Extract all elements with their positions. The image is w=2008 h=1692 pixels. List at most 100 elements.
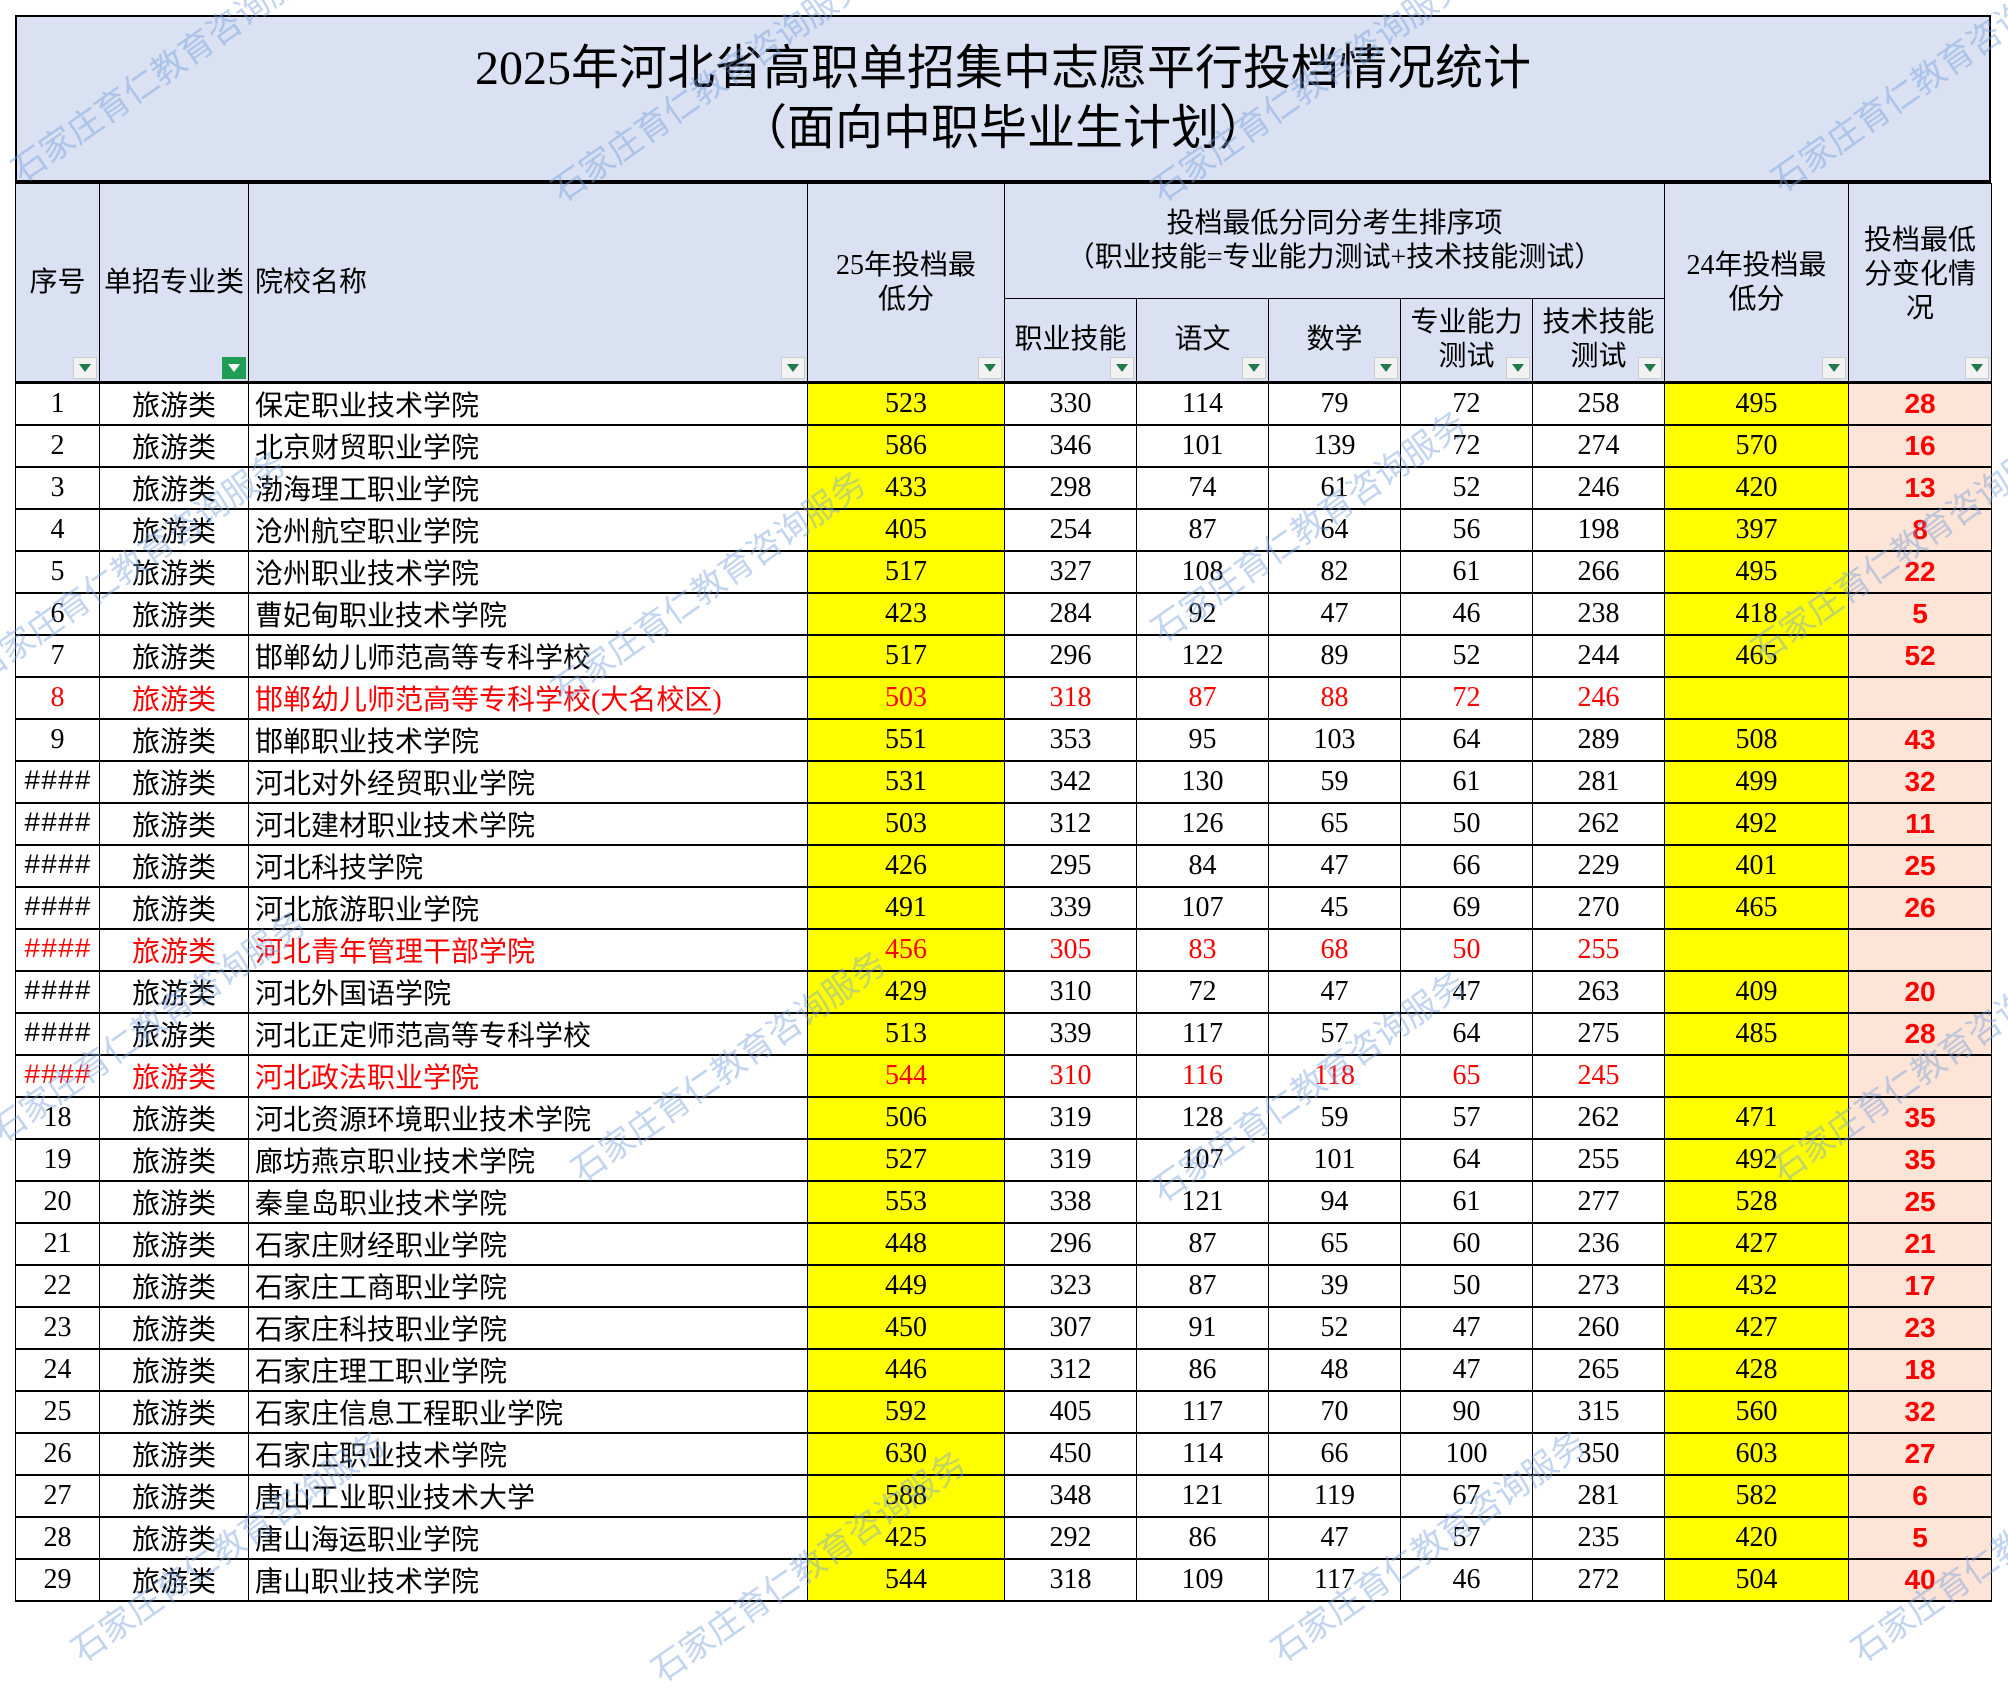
cell-min24[interactable]: 465 (1664, 886, 1850, 930)
cell-major[interactable]: 旅游类 (99, 1516, 249, 1560)
filter-dropdown-icon[interactable] (1374, 357, 1398, 379)
cell-min24[interactable]: 432 (1664, 1264, 1850, 1308)
cell-min24[interactable]: 504 (1664, 1558, 1850, 1602)
cell-tech[interactable]: 236 (1531, 1222, 1666, 1266)
cell-ability[interactable]: 47 (1400, 1348, 1533, 1392)
cell-min25[interactable]: 491 (807, 886, 1005, 930)
cell-skill[interactable]: 330 (1004, 382, 1137, 426)
cell-skill[interactable]: 348 (1004, 1474, 1137, 1518)
cell-skill[interactable]: 339 (1004, 1012, 1137, 1056)
cell-ability[interactable]: 72 (1400, 382, 1533, 426)
cell-seq[interactable]: 8 (15, 676, 100, 720)
cell-seq[interactable]: 24 (15, 1348, 100, 1392)
cell-seq[interactable]: 26 (15, 1432, 100, 1476)
cell-change[interactable]: 43 (1848, 718, 1993, 762)
cell-skill[interactable]: 296 (1004, 634, 1137, 678)
cell-min25[interactable]: 503 (807, 676, 1005, 720)
cell-skill[interactable]: 319 (1004, 1138, 1137, 1182)
filter-dropdown-icon[interactable] (1110, 357, 1134, 379)
cell-ability[interactable]: 61 (1400, 1180, 1533, 1224)
cell-chinese[interactable]: 130 (1136, 760, 1269, 804)
cell-tech[interactable]: 262 (1531, 1096, 1666, 1140)
cell-min24[interactable]: 428 (1664, 1348, 1850, 1392)
cell-change[interactable]: 5 (1848, 592, 1993, 636)
cell-ability[interactable]: 47 (1400, 1306, 1533, 1350)
cell-seq[interactable]: 1 (15, 382, 100, 426)
cell-tech[interactable]: 277 (1531, 1180, 1666, 1224)
filter-dropdown-icon[interactable] (1965, 357, 1990, 379)
cell-seq[interactable]: 23 (15, 1306, 100, 1350)
cell-min24[interactable]: 495 (1664, 382, 1850, 426)
cell-math[interactable]: 89 (1268, 634, 1401, 678)
cell-major[interactable]: 旅游类 (99, 676, 249, 720)
cell-skill[interactable]: 450 (1004, 1432, 1137, 1476)
cell-skill[interactable]: 295 (1004, 844, 1137, 888)
cell-ability[interactable]: 50 (1400, 928, 1533, 972)
cell-major[interactable]: 旅游类 (99, 466, 249, 510)
cell-ability[interactable]: 57 (1400, 1516, 1533, 1560)
cell-school[interactable]: 河北科技学院 (248, 844, 808, 888)
cell-school[interactable]: 秦皇岛职业技术学院 (248, 1180, 808, 1224)
cell-min25[interactable]: 517 (807, 550, 1005, 594)
cell-major[interactable]: 旅游类 (99, 592, 249, 636)
cell-ability[interactable]: 46 (1400, 1558, 1533, 1602)
cell-chinese[interactable]: 116 (1136, 1054, 1269, 1098)
cell-ability[interactable]: 52 (1400, 634, 1533, 678)
cell-min25[interactable]: 527 (807, 1138, 1005, 1182)
cell-major[interactable]: 旅游类 (99, 718, 249, 762)
cell-major[interactable]: 旅游类 (99, 1474, 249, 1518)
cell-school[interactable]: 河北政法职业学院 (248, 1054, 808, 1098)
cell-skill[interactable]: 318 (1004, 1558, 1137, 1602)
cell-min25[interactable]: 429 (807, 970, 1005, 1014)
cell-seq[interactable]: 3 (15, 466, 100, 510)
cell-chinese[interactable]: 117 (1136, 1012, 1269, 1056)
cell-min24[interactable]: 427 (1664, 1222, 1850, 1266)
cell-min25[interactable]: 446 (807, 1348, 1005, 1392)
cell-math[interactable]: 47 (1268, 970, 1401, 1014)
cell-min25[interactable]: 517 (807, 634, 1005, 678)
cell-min24[interactable]: 499 (1664, 760, 1850, 804)
cell-seq[interactable]: #### (15, 844, 100, 888)
cell-min24[interactable] (1664, 928, 1850, 972)
cell-min25[interactable]: 553 (807, 1180, 1005, 1224)
cell-chinese[interactable]: 86 (1136, 1516, 1269, 1560)
cell-school[interactable]: 石家庄信息工程职业学院 (248, 1390, 808, 1434)
cell-school[interactable]: 石家庄工商职业学院 (248, 1264, 808, 1308)
cell-min25[interactable]: 544 (807, 1054, 1005, 1098)
cell-min25[interactable]: 405 (807, 508, 1005, 552)
cell-school[interactable]: 石家庄职业技术学院 (248, 1432, 808, 1476)
cell-math[interactable]: 59 (1268, 760, 1401, 804)
cell-change[interactable]: 32 (1848, 760, 1993, 804)
cell-math[interactable]: 39 (1268, 1264, 1401, 1308)
cell-math[interactable]: 47 (1268, 1516, 1401, 1560)
cell-tech[interactable]: 266 (1531, 550, 1666, 594)
cell-change[interactable] (1848, 928, 1993, 972)
cell-major[interactable]: 旅游类 (99, 1348, 249, 1392)
cell-skill[interactable]: 307 (1004, 1306, 1137, 1350)
cell-math[interactable]: 88 (1268, 676, 1401, 720)
filter-dropdown-icon[interactable] (781, 357, 805, 379)
cell-ability[interactable]: 46 (1400, 592, 1533, 636)
cell-seq[interactable]: #### (15, 970, 100, 1014)
cell-chinese[interactable]: 117 (1136, 1390, 1269, 1434)
cell-school[interactable]: 廊坊燕京职业技术学院 (248, 1138, 808, 1182)
filter-dropdown-icon[interactable] (1822, 357, 1847, 379)
cell-min25[interactable]: 425 (807, 1516, 1005, 1560)
cell-seq[interactable]: 6 (15, 592, 100, 636)
cell-min25[interactable]: 426 (807, 844, 1005, 888)
cell-seq[interactable]: #### (15, 1054, 100, 1098)
cell-tech[interactable]: 262 (1531, 802, 1666, 846)
cell-change[interactable]: 23 (1848, 1306, 1993, 1350)
cell-ability[interactable]: 65 (1400, 1054, 1533, 1098)
cell-tech[interactable]: 274 (1531, 424, 1666, 468)
cell-major[interactable]: 旅游类 (99, 1432, 249, 1476)
filter-dropdown-icon[interactable] (73, 357, 97, 379)
cell-math[interactable]: 52 (1268, 1306, 1401, 1350)
cell-skill[interactable]: 339 (1004, 886, 1137, 930)
cell-min24[interactable]: 495 (1664, 550, 1850, 594)
cell-math[interactable]: 70 (1268, 1390, 1401, 1434)
cell-change[interactable]: 17 (1848, 1264, 1993, 1308)
cell-tech[interactable]: 255 (1531, 1138, 1666, 1182)
cell-major[interactable]: 旅游类 (99, 970, 249, 1014)
cell-change[interactable]: 13 (1848, 466, 1993, 510)
